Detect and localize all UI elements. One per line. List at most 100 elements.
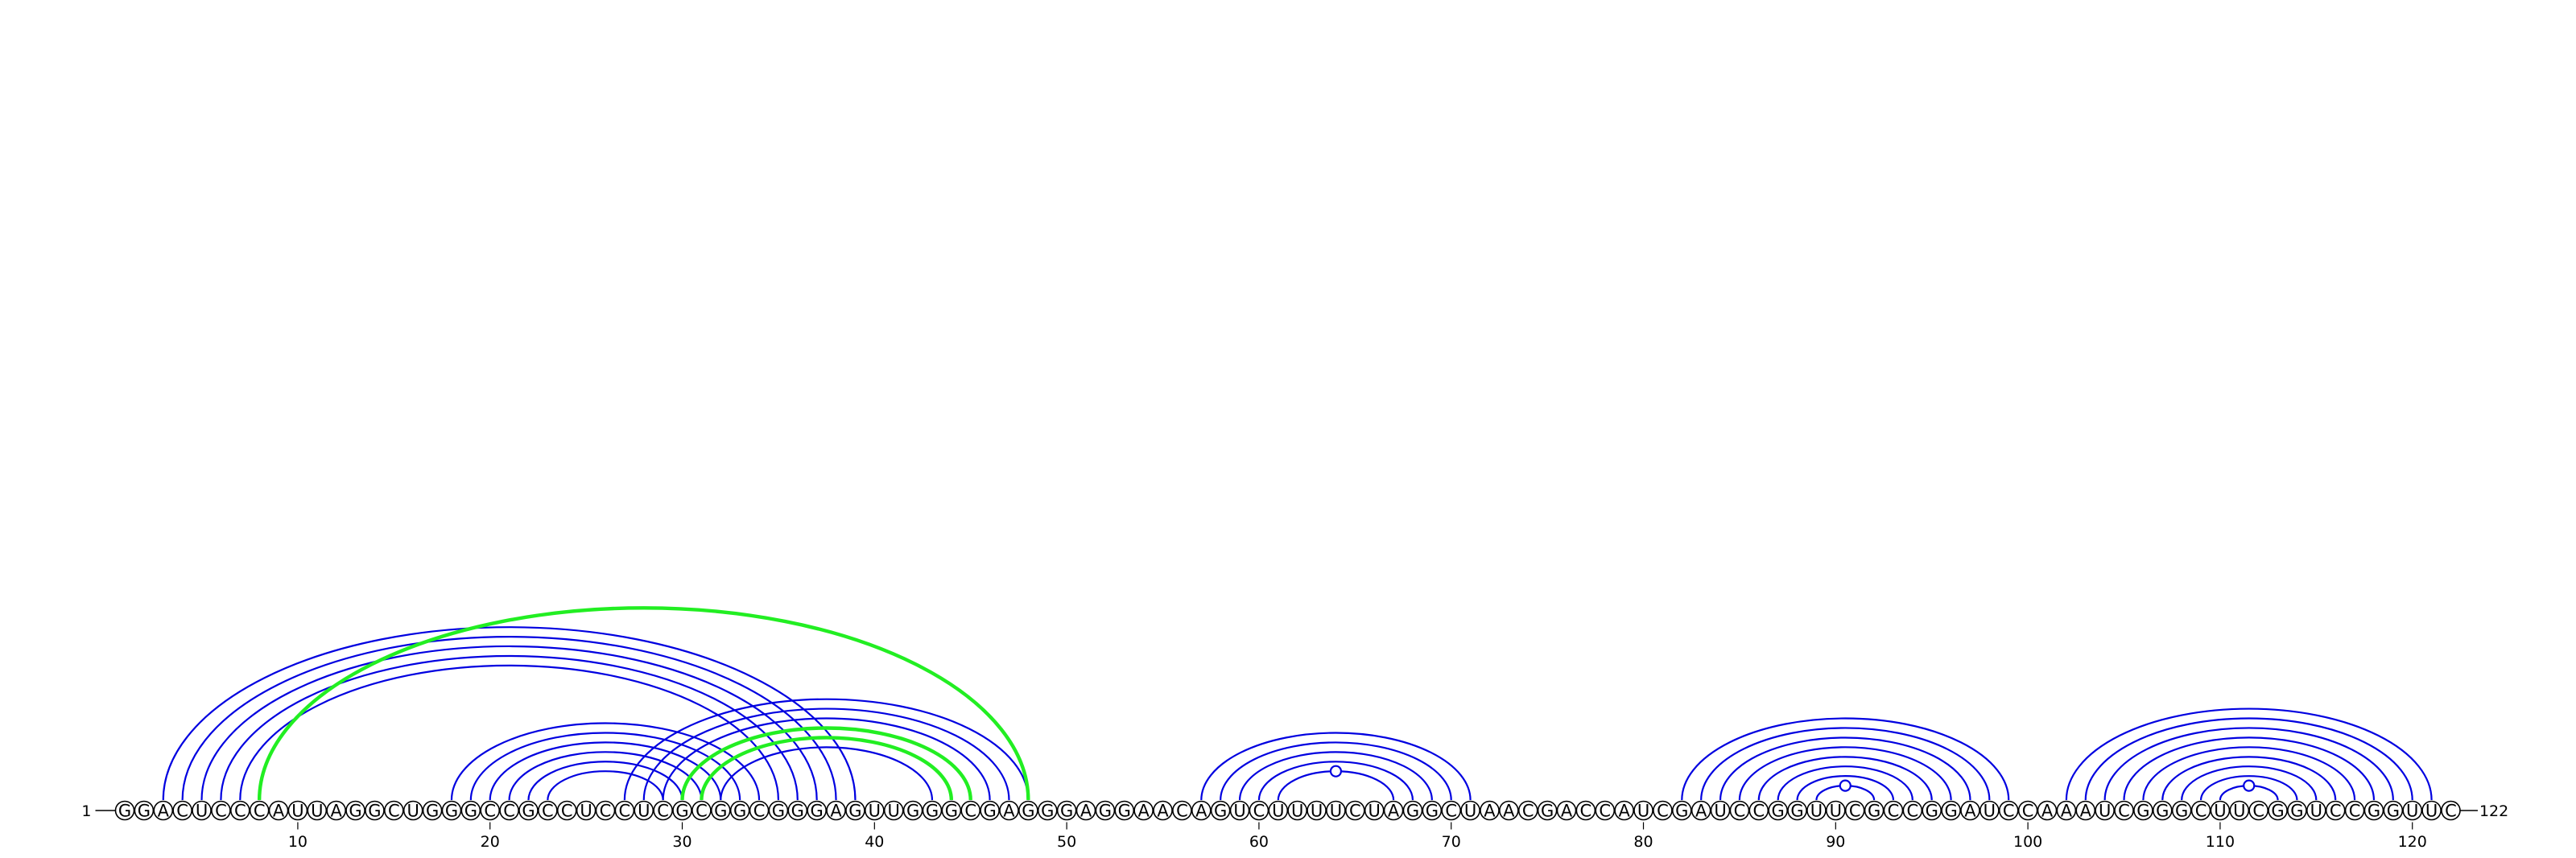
nucleotide-circle	[1595, 800, 1616, 821]
nucleotide-letter: G	[349, 802, 361, 821]
nucleotide-letter: C	[2252, 802, 2264, 821]
base-pair-arc-22-30	[527, 761, 683, 801]
nucleotide-circle	[1441, 800, 1462, 821]
nucleotide-letter: U	[888, 802, 900, 821]
nucleotide-letter: U	[2233, 802, 2245, 821]
nucleotide-letter: C	[1907, 802, 1919, 821]
nucleotide-letter: C	[542, 802, 554, 821]
nucleotide-letter: C	[2195, 802, 2207, 821]
nucleotide-circle	[2268, 800, 2288, 821]
nucleotide: U	[2229, 800, 2250, 821]
nucleotide-circle	[634, 800, 654, 821]
nucleotide-letter: C	[215, 802, 227, 821]
base-pair-arc-84-97	[1719, 736, 1971, 801]
nucleotide-letter: G	[1944, 802, 1957, 821]
nucleotide-circle	[287, 800, 308, 821]
nucleotide-letter: C	[696, 802, 708, 821]
nucleotide-letter: C	[234, 802, 246, 821]
nucleotide-letter: G	[1060, 802, 1073, 821]
nucleotide-circle	[1229, 800, 1250, 821]
nucleotide-circle	[1710, 800, 1731, 821]
nucleotide-letter: U	[1291, 802, 1303, 821]
nucleotide-circle	[1364, 800, 1385, 821]
nucleotide: U	[1979, 800, 2000, 821]
nucleotide-circle	[1653, 800, 1673, 821]
nucleotide-letter: G	[1041, 802, 1054, 821]
base-pair-arc-107-116	[2161, 756, 2337, 801]
nucleotide: U	[576, 800, 597, 821]
nucleotide-letter: C	[1445, 802, 1457, 821]
base-pair-arc-86-95	[1757, 756, 1933, 801]
tick-label: 60	[1249, 833, 1269, 851]
nucleotide-circle	[2248, 800, 2268, 821]
nucleotide: G	[1210, 800, 1231, 821]
nucleotide-letter: A	[1080, 802, 1092, 821]
position-axis: 10 20 30 40 50 60 70 80 90 100 110 120	[288, 822, 2427, 851]
nucleotide-letter: A	[273, 802, 285, 821]
nucleotide: C	[691, 800, 712, 821]
nucleotide-letter: C	[619, 802, 631, 821]
nucleotide-circle	[1690, 800, 1711, 821]
nucleotide-circle	[941, 800, 962, 821]
nucleotide-letter: C	[1599, 802, 1611, 821]
nucleotide: A	[1960, 800, 1980, 821]
nucleotide-letter: C	[1580, 802, 1592, 821]
nucleotide: U	[1364, 800, 1385, 821]
nucleotide: U	[2210, 800, 2231, 821]
nucleotide: G	[345, 800, 365, 821]
nucleotide-circle	[556, 800, 577, 821]
nucleotide-letter: U	[2425, 802, 2438, 821]
nucleotide-circle	[307, 800, 328, 821]
nucleotide-circle	[480, 800, 501, 821]
nucleotide-circle	[1075, 800, 1096, 821]
tick-label: 40	[865, 833, 884, 851]
nucleotide-letter: U	[1830, 802, 1842, 821]
nucleotide: U	[287, 800, 308, 821]
nucleotide-letter: U	[638, 802, 650, 821]
nucleotide-circle	[1806, 800, 1827, 821]
nucleotide-letter: C	[1349, 802, 1361, 821]
nucleotide-letter: C	[2118, 802, 2130, 821]
nucleotide-circle	[172, 800, 192, 821]
nucleotide-letter: G	[1541, 802, 1554, 821]
nucleotide-circle	[1787, 800, 1807, 821]
nucleotide-circle	[1614, 800, 1634, 821]
nucleotide-letter: G	[1926, 802, 1938, 821]
nucleotide-circle	[1307, 800, 1327, 821]
nucleotide: C	[1441, 800, 1462, 821]
nucleotide-circle	[1037, 800, 1058, 821]
nucleotide-letter: G	[1406, 802, 1419, 821]
nucleotide-letter: C	[1734, 802, 1746, 821]
nucleotide-letter: C	[1253, 802, 1265, 821]
base-pair-arcs	[162, 606, 2433, 801]
sequence-backbone: 1 122	[81, 802, 2508, 820]
tick-label: 110	[2206, 833, 2235, 851]
nucleotide-circle	[2383, 800, 2404, 821]
nucleotide: C	[1595, 800, 1616, 821]
base-pair-arc-28-47	[642, 707, 1010, 801]
nucleotide-letter: G	[906, 802, 919, 821]
nucleotide: U	[192, 800, 212, 821]
nucleotide: C	[1883, 800, 1904, 821]
nucleotide: A	[1690, 800, 1711, 821]
nucleotide-circle	[1133, 800, 1154, 821]
nucleotide: A	[1075, 800, 1096, 821]
nucleotide-letter: G	[445, 802, 458, 821]
nucleotide: A	[2037, 800, 2058, 821]
nucleotide: G	[941, 800, 962, 821]
nucleotide: U	[1460, 800, 1480, 821]
nucleotide-circle	[2017, 800, 2038, 821]
base-pair-arc-58-70	[1220, 741, 1452, 801]
nucleotide: G	[460, 800, 481, 821]
nucleotide-letter: U	[1272, 802, 1284, 821]
nucleotide: G	[729, 800, 750, 821]
nucleotide: G	[134, 800, 155, 821]
tick-label: 70	[1442, 833, 1461, 851]
nucleotide-circle	[826, 800, 846, 821]
nucleotide: C	[1345, 800, 1365, 821]
nucleotide: C	[2441, 800, 2461, 821]
nucleotide-circle	[2114, 800, 2134, 821]
nucleotide: G	[845, 800, 865, 821]
nucleotide-letter: G	[118, 802, 131, 821]
nucleotide-letter: G	[926, 802, 939, 821]
